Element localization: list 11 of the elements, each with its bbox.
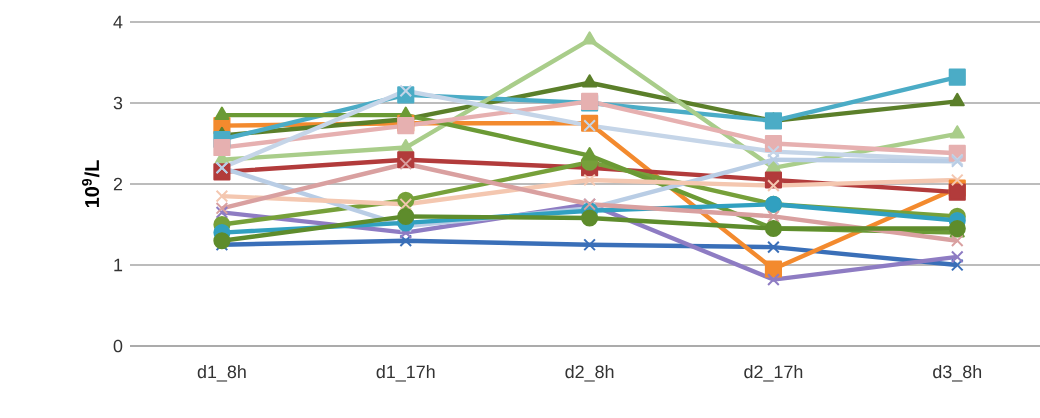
y-axis-title: 10$^{9}$/L (81, 160, 100, 208)
x-tick-label: d2_8h (565, 364, 614, 382)
y-tick-label: 4 (113, 15, 123, 29)
x-tick-label: d1_8h (197, 364, 246, 382)
y-tick-label: 2 (113, 177, 123, 191)
x-tick-label: d2_17h (744, 364, 803, 382)
y-tick-label: 0 (113, 339, 123, 353)
x-tick-label: d3_8h (933, 364, 982, 382)
x-tick-label: d1_17h (376, 364, 435, 382)
y-tick-label: 1 (114, 258, 123, 272)
y-tick-label: 3 (113, 96, 123, 110)
